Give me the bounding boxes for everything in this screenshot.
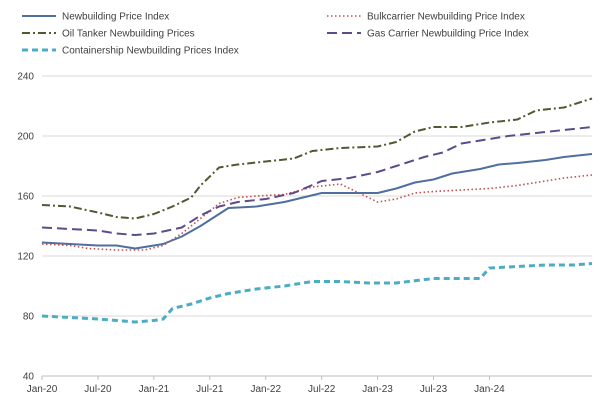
x-tick-label: Jul-21 <box>196 384 224 395</box>
x-tick-label: Jan-20 <box>27 384 58 395</box>
x-tick-label: Jan-22 <box>250 384 281 395</box>
x-tick-label: Jul-23 <box>420 384 448 395</box>
series-line-1 <box>41 174 593 251</box>
legend-label: Bulkcarrier Newbuilding Price Index <box>367 12 525 23</box>
series-line-4 <box>41 262 593 324</box>
legend-label: Containership Newbuilding Prices Index <box>62 46 239 57</box>
y-tick-label: 120 <box>17 252 34 263</box>
legend: Newbuilding Price Index Bulkcarrier Newbu… <box>22 12 529 57</box>
y-tick-label: 240 <box>17 72 34 83</box>
y-tick-label: 80 <box>23 312 35 323</box>
y-tick-label: 200 <box>17 132 34 143</box>
y-axis: 40 80 120 160 200 240 <box>17 72 34 383</box>
x-axis: Jan-20 Jul-20 Jan-21 Jul-21 Jan-22 Jul-22 Jan-… <box>27 375 592 395</box>
legend-label: Gas Carrier Newbuilding Price Index <box>367 29 529 40</box>
x-tick-label: Jan-23 <box>362 384 393 395</box>
legend-label: Newbuilding Price Index <box>62 12 169 23</box>
x-tick-label: Jul-22 <box>308 384 336 395</box>
x-tick-label: Jul-20 <box>84 384 112 395</box>
y-tick-label: 160 <box>17 192 34 203</box>
series-line-0 <box>41 153 593 250</box>
y-tick-label: 40 <box>23 372 35 383</box>
legend-label: Oil Tanker Newbuilding Prices <box>62 29 195 40</box>
x-tick-label: Jan-24 <box>474 384 505 395</box>
x-tick-label: Jan-21 <box>139 384 170 395</box>
series-line-3 <box>41 126 593 236</box>
series-line-2 <box>41 97 593 220</box>
series-lines <box>41 97 593 324</box>
